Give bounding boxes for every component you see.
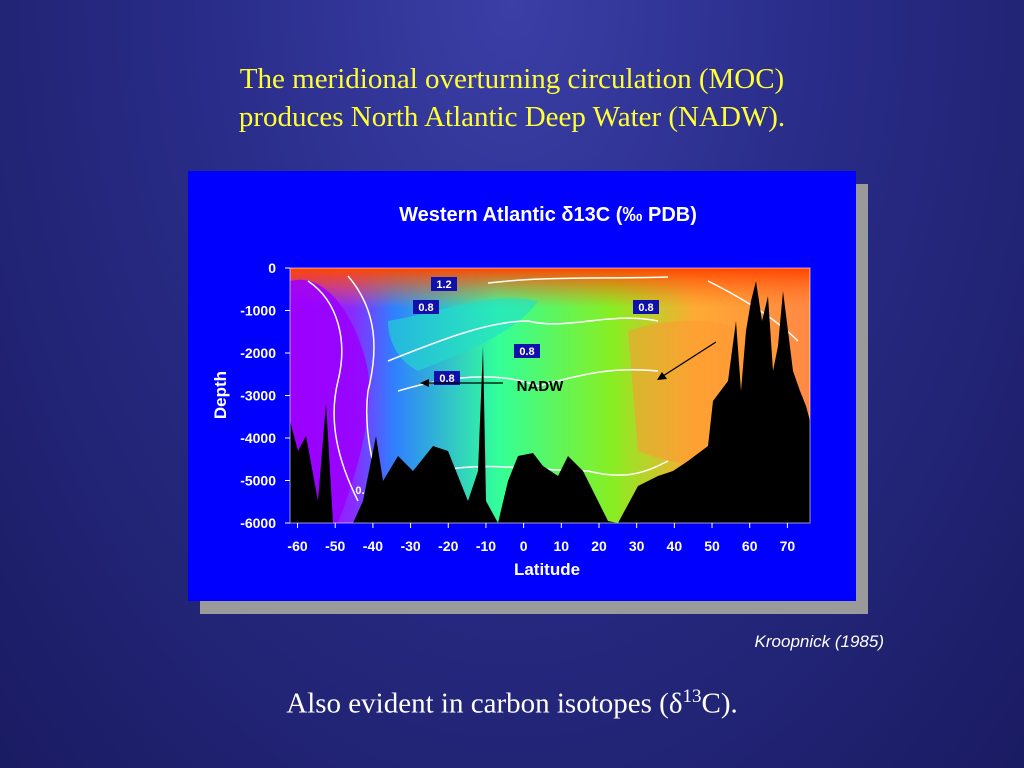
- x-tick-label: 70: [780, 538, 796, 554]
- x-tick-label: 60: [742, 538, 758, 554]
- nadw-label: NADW: [517, 378, 564, 395]
- intermediate-region: [388, 298, 538, 371]
- x-tick-label: 10: [554, 538, 570, 554]
- y-tick-label: -2000: [240, 345, 276, 361]
- d13c-section-chart: Western Atlantic δ13C (‰ PDB) 1.2 0.8 0.…: [211, 204, 811, 579]
- figure-credit: Kroopnick (1985): [754, 632, 884, 651]
- contour-label: 0.8: [638, 302, 653, 314]
- contour-label: 0.8: [519, 346, 534, 358]
- x-tick-label: -60: [287, 538, 307, 554]
- seafloor-bathymetry: [290, 281, 810, 523]
- surface-high-layer: [290, 268, 810, 308]
- x-axis-label: Latitude: [514, 560, 580, 579]
- chart-title: Western Atlantic δ13C (‰ PDB): [399, 204, 697, 226]
- x-tick-label: -50: [325, 538, 345, 554]
- x-tick-label: 50: [704, 538, 720, 554]
- x-tick-label: 30: [629, 538, 645, 554]
- caption-suffix: C).: [701, 687, 738, 720]
- x-tick-label: 40: [667, 538, 683, 554]
- caption-superscript: 13: [682, 686, 702, 707]
- y-tick-label: -3000: [240, 388, 276, 404]
- y-axis-label: Depth: [211, 371, 230, 419]
- y-tick-label: 0: [268, 260, 276, 276]
- d13c-section-figure: Western Atlantic δ13C (‰ PDB) 1.2 0.8 0.…: [188, 171, 856, 601]
- x-tick-label: -20: [438, 538, 458, 554]
- x-tick-label: 20: [591, 538, 607, 554]
- slide-title-line2: produces North Atlantic Deep Water (NADW…: [238, 101, 786, 133]
- x-tick-label: -10: [476, 538, 496, 554]
- slide-title-line1: The meridional overturning circulation (…: [239, 63, 785, 95]
- x-axis-ticks: -60 -50 -40 -30 -20 -10 0 10 20 30 40 50 60 70: [287, 523, 795, 554]
- slide-title: The meridional overturning circulation (…: [0, 60, 1024, 136]
- slide-caption: Also evident in carbon isotopes (δ13C).: [0, 686, 1024, 721]
- y-tick-label: -1000: [240, 303, 276, 319]
- x-tick-label: -40: [363, 538, 383, 554]
- contour-label: 1.2: [436, 279, 451, 291]
- y-tick-label: -5000: [240, 473, 276, 489]
- caption-prefix: Also evident in carbon isotopes (: [286, 687, 669, 720]
- x-tick-label: 0: [520, 538, 528, 554]
- caption-delta: δ: [668, 687, 683, 720]
- contour-label: 0.8: [418, 302, 433, 314]
- x-tick-label: -30: [400, 538, 420, 554]
- y-tick-label: -6000: [240, 515, 276, 531]
- contour-label: 0.8: [439, 373, 454, 385]
- y-axis-ticks: 0 -1000 -2000 -3000 -4000 -5000 -6000: [240, 260, 290, 531]
- nadw-arrows: [420, 341, 717, 387]
- y-tick-label: -4000: [240, 430, 276, 446]
- contour-labels: 1.2 0.8 0.8 0.8 0.8 0.4: [355, 277, 659, 497]
